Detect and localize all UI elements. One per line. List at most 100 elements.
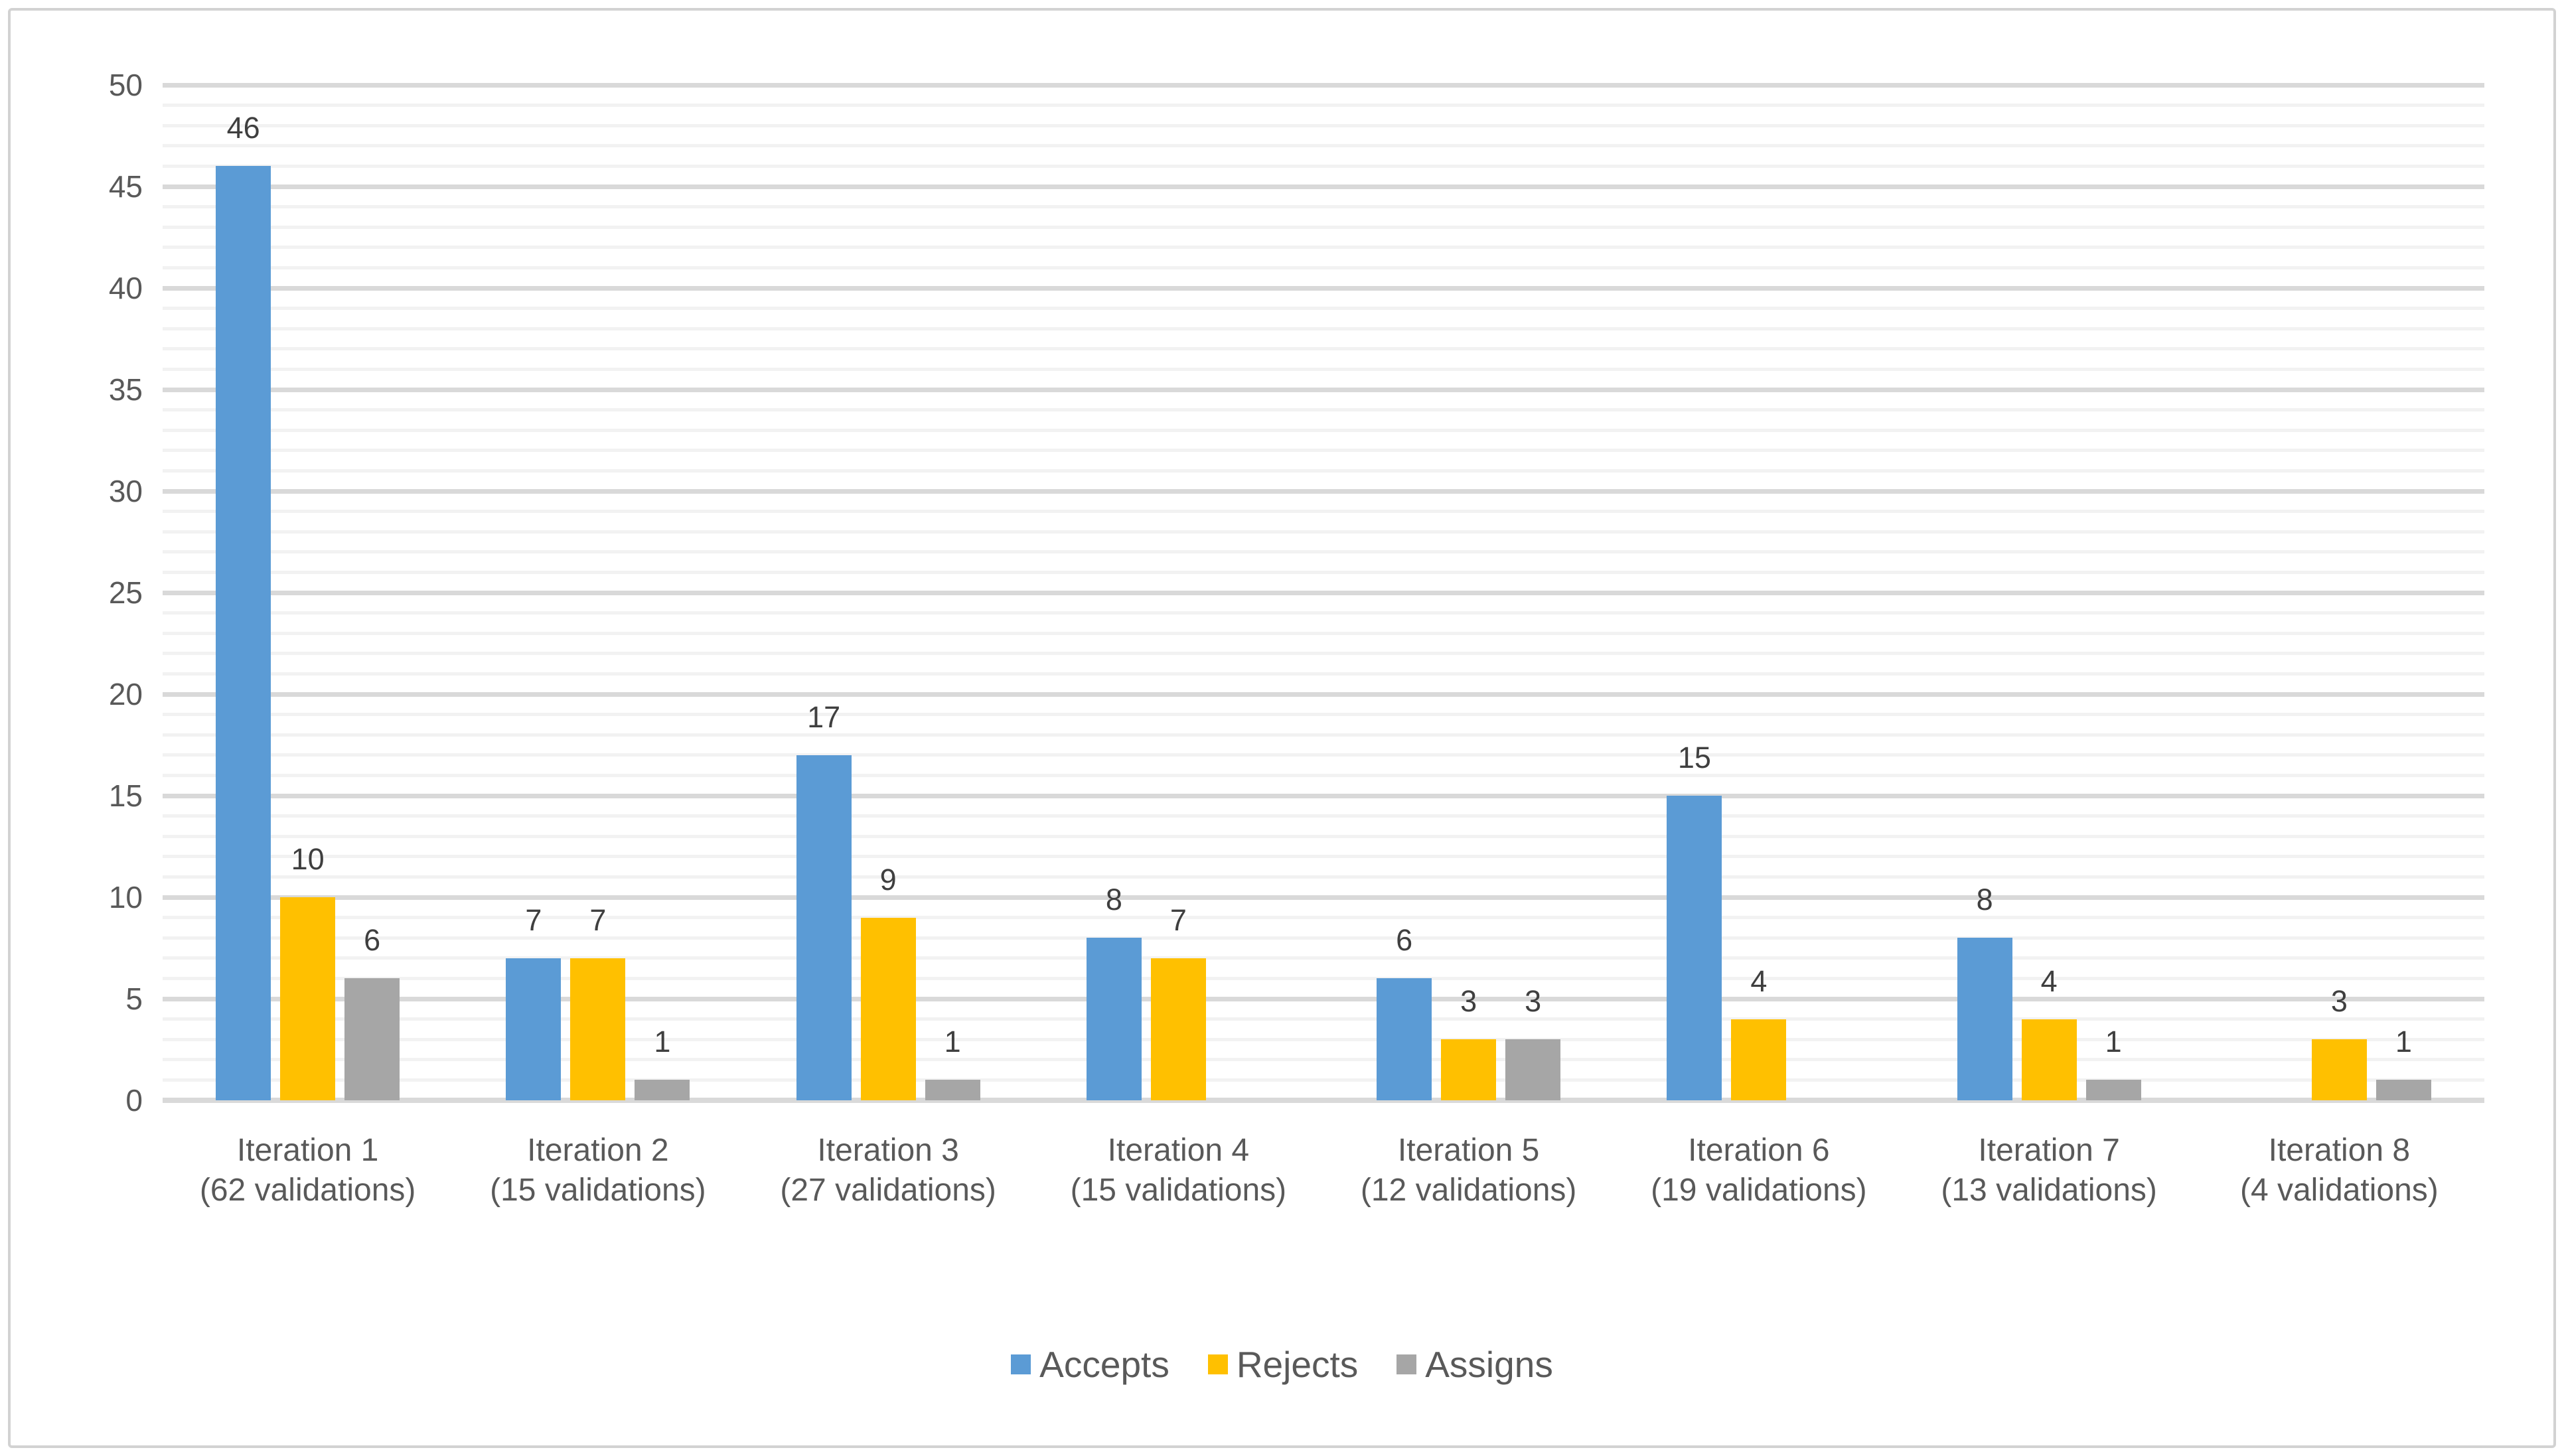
- bar-accepts: [1667, 796, 1722, 1100]
- gridline-minor: [163, 1078, 2484, 1082]
- bar-assigns: [635, 1080, 690, 1100]
- bar-accepts: [1086, 938, 1142, 1100]
- bar-rejects: [280, 897, 336, 1100]
- gridline-minor: [163, 265, 2484, 269]
- bar-assigns: [2375, 1080, 2431, 1100]
- category-name: Iteration 4: [1107, 1133, 1250, 1168]
- gridline-minor: [163, 408, 2484, 412]
- gridline-minor: [163, 713, 2484, 717]
- gridline-major: [163, 285, 2484, 291]
- gridline-minor: [163, 834, 2484, 838]
- bar-rejects: [1441, 1039, 1497, 1100]
- gridline-major: [163, 387, 2484, 392]
- category-name: Iteration 2: [527, 1133, 669, 1168]
- data-label: 8: [1976, 883, 1993, 917]
- data-label: 1: [2395, 1025, 2412, 1059]
- y-axis-tick-label: 10: [108, 880, 143, 914]
- bar-rejects: [1731, 1019, 1787, 1100]
- legend-label: Rejects: [1236, 1344, 1359, 1385]
- gridline-minor: [163, 205, 2484, 209]
- x-axis-category-label: Iteration 4 (15 validations): [1033, 1131, 1323, 1210]
- x-axis-category-label: Iteration 8 (4 validations): [2194, 1131, 2484, 1210]
- y-axis-tick-label: 30: [108, 474, 143, 508]
- gridline-minor: [163, 672, 2484, 676]
- chart-frame: 0 5 10 15 20 25 30 35 40 45 50 46 7 17 8 6 15 8 10 7 9 7 3 4 4 3 6…: [8, 8, 2556, 1448]
- bar-rejects: [2311, 1039, 2367, 1100]
- bar-accepts: [1377, 978, 1432, 1100]
- bar-accepts: [796, 755, 852, 1100]
- y-axis-tick-label: 50: [108, 68, 143, 102]
- gridline-major: [163, 590, 2484, 595]
- gridline-major: [163, 184, 2484, 189]
- gridline-major: [163, 895, 2484, 900]
- category-detail: (27 validations): [780, 1173, 996, 1208]
- data-label: 10: [291, 842, 325, 876]
- bar-rejects: [1150, 958, 1206, 1100]
- x-axis-category-label: Iteration 6 (19 validations): [1614, 1131, 1904, 1210]
- y-axis-tick-label: 25: [108, 575, 143, 610]
- bar-assigns: [2085, 1080, 2141, 1100]
- category-name: Iteration 5: [1397, 1133, 1540, 1168]
- data-label: 9: [879, 862, 897, 897]
- category-detail: (12 validations): [1360, 1173, 1577, 1208]
- category-name: Iteration 6: [1688, 1133, 1830, 1168]
- x-axis-category-label: Iteration 3 (27 validations): [743, 1131, 1033, 1210]
- data-label: 4: [2040, 964, 2058, 998]
- legend-item-accepts: Accepts: [1011, 1343, 1169, 1386]
- gridline-major: [163, 692, 2484, 697]
- category-detail: (19 validations): [1651, 1173, 1867, 1208]
- gridline-minor: [163, 1037, 2484, 1041]
- category-detail: (4 validations): [2239, 1173, 2439, 1208]
- gridline-minor: [163, 225, 2484, 229]
- y-axis-tick-label: 45: [108, 169, 143, 204]
- data-label: 1: [944, 1025, 961, 1059]
- gridline-minor: [163, 469, 2484, 473]
- gridline-minor: [163, 1017, 2484, 1021]
- gridline-minor: [163, 246, 2484, 250]
- gridline-minor: [163, 611, 2484, 615]
- gridline-minor: [163, 652, 2484, 656]
- plot-area: 0 5 10 15 20 25 30 35 40 45 50 46 7 17 8 6 15 8 10 7 9 7 3 4 4 3 6…: [11, 11, 2553, 1445]
- gridline-minor: [163, 367, 2484, 371]
- gridline-minor: [163, 855, 2484, 859]
- data-label: 3: [2330, 984, 2348, 1019]
- gridline-major: [163, 1098, 2484, 1103]
- gridline-minor: [163, 449, 2484, 453]
- gridline-minor: [163, 956, 2484, 960]
- gridline-minor: [163, 631, 2484, 635]
- data-label: 15: [1677, 741, 1711, 774]
- gridline-minor: [163, 916, 2484, 920]
- data-label: 7: [525, 903, 542, 937]
- bar-rejects: [860, 917, 916, 1100]
- gridline-minor: [163, 347, 2484, 351]
- gridline-minor: [163, 428, 2484, 432]
- gridline-minor: [163, 123, 2484, 127]
- y-axis-tick-label: 20: [108, 677, 143, 711]
- legend-marker-accepts: [1011, 1354, 1031, 1374]
- x-axis-category-label: Iteration 1 (62 validations): [163, 1131, 453, 1210]
- data-label: 6: [1396, 923, 1413, 958]
- data-label: 7: [1169, 903, 1187, 937]
- gridline-major: [163, 793, 2484, 798]
- gridline-minor: [163, 530, 2484, 534]
- legend-item-rejects: Rejects: [1207, 1343, 1359, 1386]
- gridline-minor: [163, 550, 2484, 554]
- x-axis-category-label: Iteration 5 (12 validations): [1323, 1131, 1614, 1210]
- data-label: 7: [589, 903, 607, 937]
- legend-label: Accepts: [1039, 1344, 1169, 1385]
- gridline-minor: [163, 144, 2484, 148]
- bar-rejects: [2021, 1019, 2077, 1100]
- gridline-minor: [163, 510, 2484, 514]
- bar-accepts: [506, 958, 562, 1100]
- category-name: Iteration 7: [1978, 1133, 2120, 1168]
- data-label: 4: [1750, 964, 1768, 998]
- gridline-minor: [163, 773, 2484, 777]
- category-detail: (13 validations): [1941, 1173, 2157, 1208]
- category-detail: (15 validations): [1070, 1173, 1287, 1208]
- gridline-major: [163, 996, 2484, 1001]
- data-label: 8: [1105, 883, 1122, 917]
- data-label: 17: [807, 699, 841, 734]
- gridline-minor: [163, 104, 2484, 108]
- gridline-minor: [163, 733, 2484, 737]
